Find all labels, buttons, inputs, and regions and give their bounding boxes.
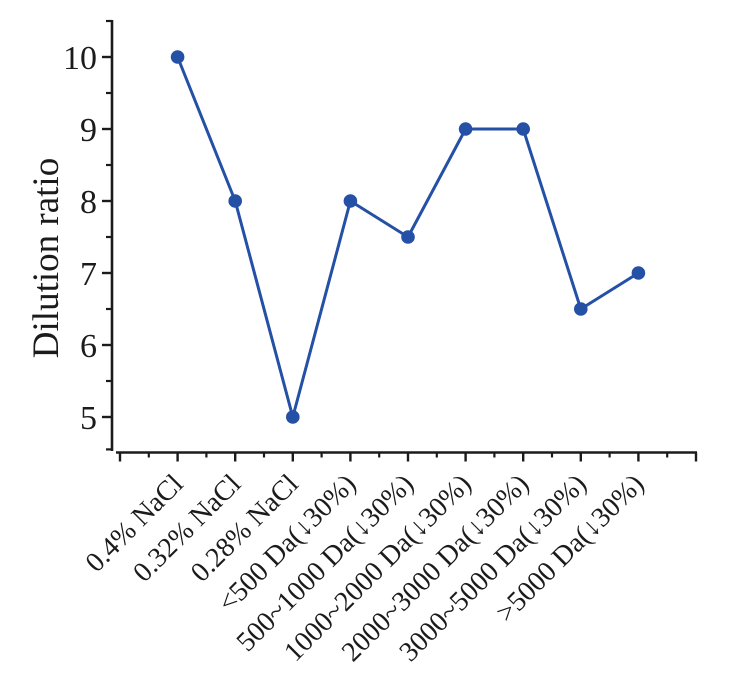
data-point [286,410,300,424]
data-point [458,122,473,136]
y-tick-label: 6 [80,328,97,365]
data-series-layer [170,50,646,424]
y-tick-label: 7 [80,256,97,293]
y-tick-label: 5 [80,400,97,437]
y-axis-title: Dilution ratio [26,158,67,358]
data-point [170,50,185,64]
data-point [574,302,588,316]
data-point [631,266,646,280]
data-point [343,194,358,208]
data-point [401,230,415,244]
y-tick-label: 8 [80,184,97,221]
y-tick-label: 10 [63,40,97,77]
data-point [516,122,530,136]
data-point [228,194,242,208]
y-tick-label: 9 [80,112,97,149]
